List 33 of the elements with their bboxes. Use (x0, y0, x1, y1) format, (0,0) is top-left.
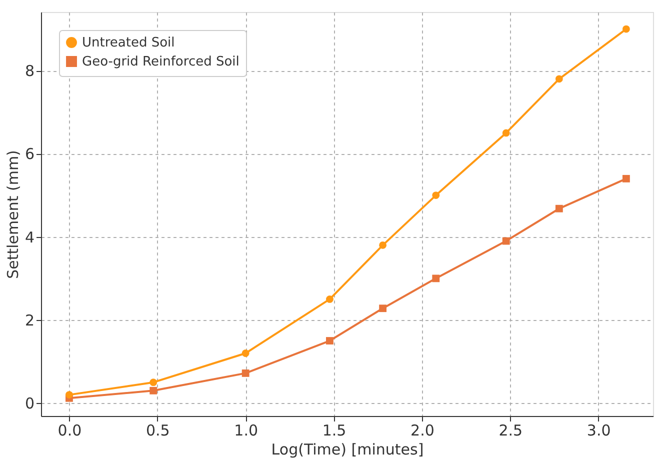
point (502, 129, 510, 137)
legend-label: Geo-grid Reinforced Soil (82, 54, 240, 70)
y-tick-label: 6 (24, 145, 34, 164)
x-axis-title: Log(Time) [minutes] (271, 440, 424, 458)
point (432, 274, 440, 282)
point (622, 25, 630, 33)
point (150, 386, 158, 394)
point (66, 391, 73, 399)
x-tick-label: 2.5 (498, 422, 523, 440)
y-tick-label: 4 (24, 228, 34, 246)
x-tick-label: 3.0 (586, 422, 611, 440)
point (379, 304, 387, 312)
x-tick-label: 1.5 (322, 422, 346, 440)
point (150, 378, 158, 386)
point (326, 337, 334, 344)
point (622, 174, 630, 182)
x-tick-label: 0.5 (146, 422, 170, 440)
point (242, 350, 250, 357)
y-axis-title: Settlement (mm) (4, 150, 22, 279)
point (555, 204, 563, 212)
x-tick-label: 2.0 (410, 422, 434, 440)
legend-label: Untreated Soil (82, 36, 175, 50)
point (555, 75, 563, 83)
point (432, 192, 440, 199)
point (502, 237, 510, 245)
x-tick-label: 0.0 (58, 422, 82, 440)
point (242, 369, 250, 377)
y-tick-label: 8 (24, 62, 34, 80)
x-tick-label: 1.0 (234, 422, 258, 440)
point (379, 241, 387, 249)
y-tick-label: 2 (24, 311, 34, 330)
y-tick-label: 0 (24, 394, 34, 413)
point (326, 296, 334, 303)
